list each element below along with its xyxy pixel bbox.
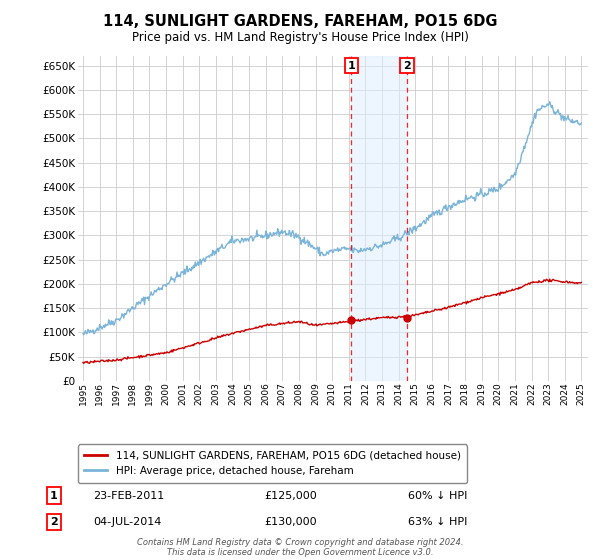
Bar xyxy=(351,56,407,381)
Text: 2: 2 xyxy=(50,517,58,527)
Text: 1: 1 xyxy=(50,491,58,501)
Text: 2: 2 xyxy=(403,60,411,71)
Legend: 114, SUNLIGHT GARDENS, FAREHAM, PO15 6DG (detached house), HPI: Average price, d: 114, SUNLIGHT GARDENS, FAREHAM, PO15 6DG… xyxy=(78,445,467,483)
Text: 1: 1 xyxy=(347,60,355,71)
Text: Price paid vs. HM Land Registry's House Price Index (HPI): Price paid vs. HM Land Registry's House … xyxy=(131,31,469,44)
Text: 60% ↓ HPI: 60% ↓ HPI xyxy=(408,491,467,501)
Text: Contains HM Land Registry data © Crown copyright and database right 2024.
This d: Contains HM Land Registry data © Crown c… xyxy=(137,538,463,557)
Text: 23-FEB-2011: 23-FEB-2011 xyxy=(93,491,164,501)
Text: £125,000: £125,000 xyxy=(264,491,317,501)
Text: 63% ↓ HPI: 63% ↓ HPI xyxy=(408,517,467,527)
Text: 114, SUNLIGHT GARDENS, FAREHAM, PO15 6DG: 114, SUNLIGHT GARDENS, FAREHAM, PO15 6DG xyxy=(103,14,497,29)
Text: 04-JUL-2014: 04-JUL-2014 xyxy=(93,517,161,527)
Text: £130,000: £130,000 xyxy=(264,517,317,527)
